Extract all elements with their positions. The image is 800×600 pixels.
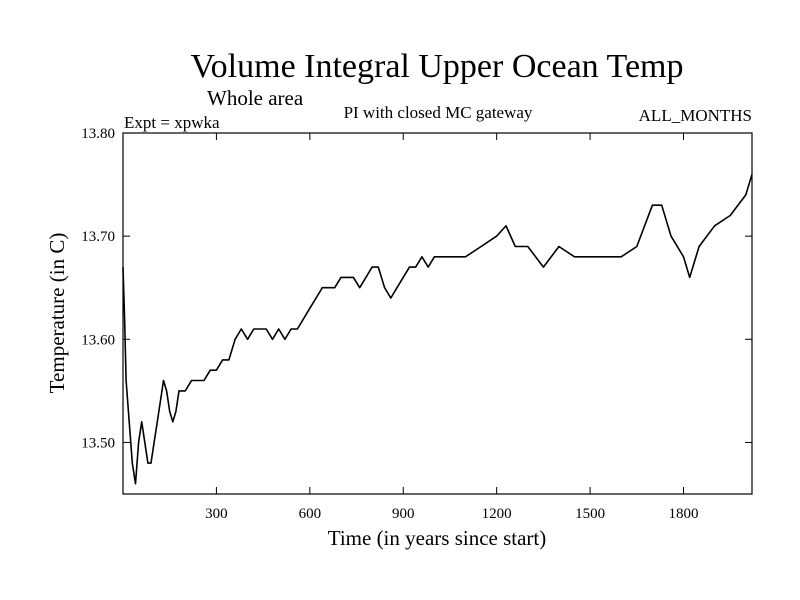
y-axis-label: Temperature (in C) [45, 233, 69, 394]
x-tick-label: 1800 [668, 506, 698, 522]
plot-frame [122, 132, 753, 495]
x-tick-label: 300 [205, 506, 228, 522]
x-tick-label: 1500 [575, 506, 605, 522]
y-axis: 13.50 13.60 13.70 13.80 [81, 126, 752, 451]
experiment-label: Expt = xpwka [124, 113, 220, 132]
temperature-series-line [122, 174, 753, 485]
months-label: ALL_MONTHS [639, 106, 752, 125]
y-tick-label: 13.80 [81, 126, 115, 142]
chart-subtitle: Whole area [207, 86, 304, 110]
x-tick-label: 600 [299, 506, 322, 522]
chart-title: Volume Integral Upper Ocean Temp [191, 48, 684, 85]
x-tick-label: 1200 [482, 506, 512, 522]
y-tick-label: 13.60 [81, 332, 115, 348]
x-tick-label: 900 [392, 506, 415, 522]
y-tick-label: 13.70 [81, 229, 115, 245]
y-tick-label: 13.50 [81, 435, 115, 451]
x-axis: 300 600 900 1200 1500 1800 [205, 133, 698, 522]
x-axis-label: Time (in years since start) [328, 526, 547, 550]
description-label: PI with closed MC gateway [344, 103, 533, 122]
